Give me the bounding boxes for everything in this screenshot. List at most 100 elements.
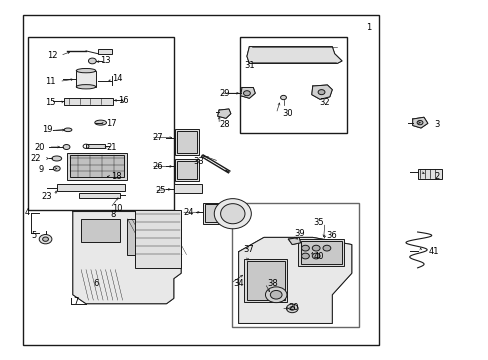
Polygon shape	[238, 237, 351, 323]
Text: 11: 11	[45, 77, 56, 86]
Text: 7: 7	[73, 297, 79, 306]
Ellipse shape	[53, 166, 60, 171]
Ellipse shape	[286, 304, 298, 313]
Text: 2: 2	[434, 172, 439, 181]
Ellipse shape	[63, 144, 70, 149]
Polygon shape	[412, 117, 427, 128]
Bar	[27, 37, 173, 211]
Bar	[81, 219, 120, 242]
Text: 20: 20	[34, 143, 45, 152]
Text: 8: 8	[110, 210, 115, 219]
Bar	[76, 71, 96, 87]
Ellipse shape	[312, 253, 320, 259]
Text: 1: 1	[366, 23, 371, 32]
Text: 31: 31	[244, 62, 254, 71]
Text: 25: 25	[155, 186, 165, 195]
Polygon shape	[73, 212, 181, 304]
Ellipse shape	[76, 68, 96, 73]
Ellipse shape	[220, 204, 244, 224]
Bar	[173, 184, 202, 193]
Ellipse shape	[76, 85, 96, 89]
Bar	[232, 203, 358, 327]
Bar	[86, 144, 104, 148]
Bar	[70, 155, 124, 177]
Text: 28: 28	[219, 120, 230, 129]
Text: 41: 41	[427, 247, 438, 256]
Ellipse shape	[289, 307, 294, 310]
Text: 24: 24	[183, 208, 193, 217]
Ellipse shape	[95, 120, 106, 125]
Bar	[244, 259, 287, 302]
Text: 16: 16	[118, 96, 129, 105]
Ellipse shape	[265, 287, 286, 303]
Text: 37: 37	[243, 246, 253, 255]
Text: 34: 34	[233, 279, 244, 288]
Polygon shape	[217, 109, 230, 118]
Bar	[79, 193, 120, 198]
Bar	[98, 49, 112, 54]
Text: 10: 10	[112, 204, 122, 213]
Ellipse shape	[318, 90, 325, 95]
Polygon shape	[240, 87, 255, 98]
Text: 6: 6	[93, 279, 98, 288]
Text: 38: 38	[267, 279, 278, 288]
Bar	[78, 279, 114, 293]
Text: 36: 36	[325, 231, 336, 240]
Text: 17: 17	[106, 119, 117, 128]
Ellipse shape	[270, 291, 282, 299]
Bar	[203, 203, 226, 224]
Bar	[300, 241, 341, 264]
Ellipse shape	[39, 234, 52, 244]
Ellipse shape	[64, 128, 72, 132]
Text: 21: 21	[106, 143, 117, 152]
Bar	[66, 153, 127, 180]
Text: 5: 5	[31, 231, 37, 240]
Bar	[175, 129, 198, 155]
Text: 23: 23	[41, 192, 52, 201]
Text: 14: 14	[112, 75, 122, 84]
Bar	[57, 184, 125, 191]
Bar	[127, 219, 171, 255]
Text: 15: 15	[45, 98, 56, 107]
Ellipse shape	[88, 58, 96, 64]
Ellipse shape	[312, 245, 320, 251]
Polygon shape	[288, 237, 300, 244]
Text: 4: 4	[25, 208, 30, 217]
Text: 29: 29	[219, 89, 230, 98]
Text: 40: 40	[313, 252, 323, 261]
Text: 13: 13	[100, 57, 111, 66]
Text: 20: 20	[287, 303, 298, 312]
Bar	[176, 161, 197, 179]
Ellipse shape	[243, 91, 250, 96]
Ellipse shape	[301, 245, 309, 251]
Text: 9: 9	[38, 165, 43, 174]
Text: 39: 39	[294, 229, 305, 238]
Ellipse shape	[214, 199, 251, 229]
Bar	[175, 159, 198, 181]
Text: 22: 22	[30, 154, 41, 163]
Text: 30: 30	[282, 109, 292, 118]
Ellipse shape	[280, 95, 286, 100]
Bar	[204, 204, 224, 222]
Ellipse shape	[323, 245, 330, 251]
Text: 27: 27	[152, 133, 163, 142]
Bar	[417, 168, 441, 179]
Bar	[22, 15, 378, 345]
Polygon shape	[246, 46, 341, 63]
Text: 26: 26	[152, 162, 163, 171]
Text: 33: 33	[192, 157, 203, 166]
Bar	[176, 131, 197, 153]
Bar	[135, 211, 181, 268]
Text: 3: 3	[433, 120, 439, 129]
Text: 35: 35	[313, 218, 323, 227]
Ellipse shape	[42, 237, 48, 241]
Text: 32: 32	[319, 98, 329, 107]
Text: 19: 19	[41, 125, 52, 134]
Ellipse shape	[416, 121, 422, 125]
Ellipse shape	[52, 156, 61, 161]
Polygon shape	[311, 85, 331, 99]
Bar	[246, 261, 285, 300]
Text: 18: 18	[111, 172, 122, 181]
Bar	[298, 239, 344, 266]
Bar	[239, 37, 346, 134]
